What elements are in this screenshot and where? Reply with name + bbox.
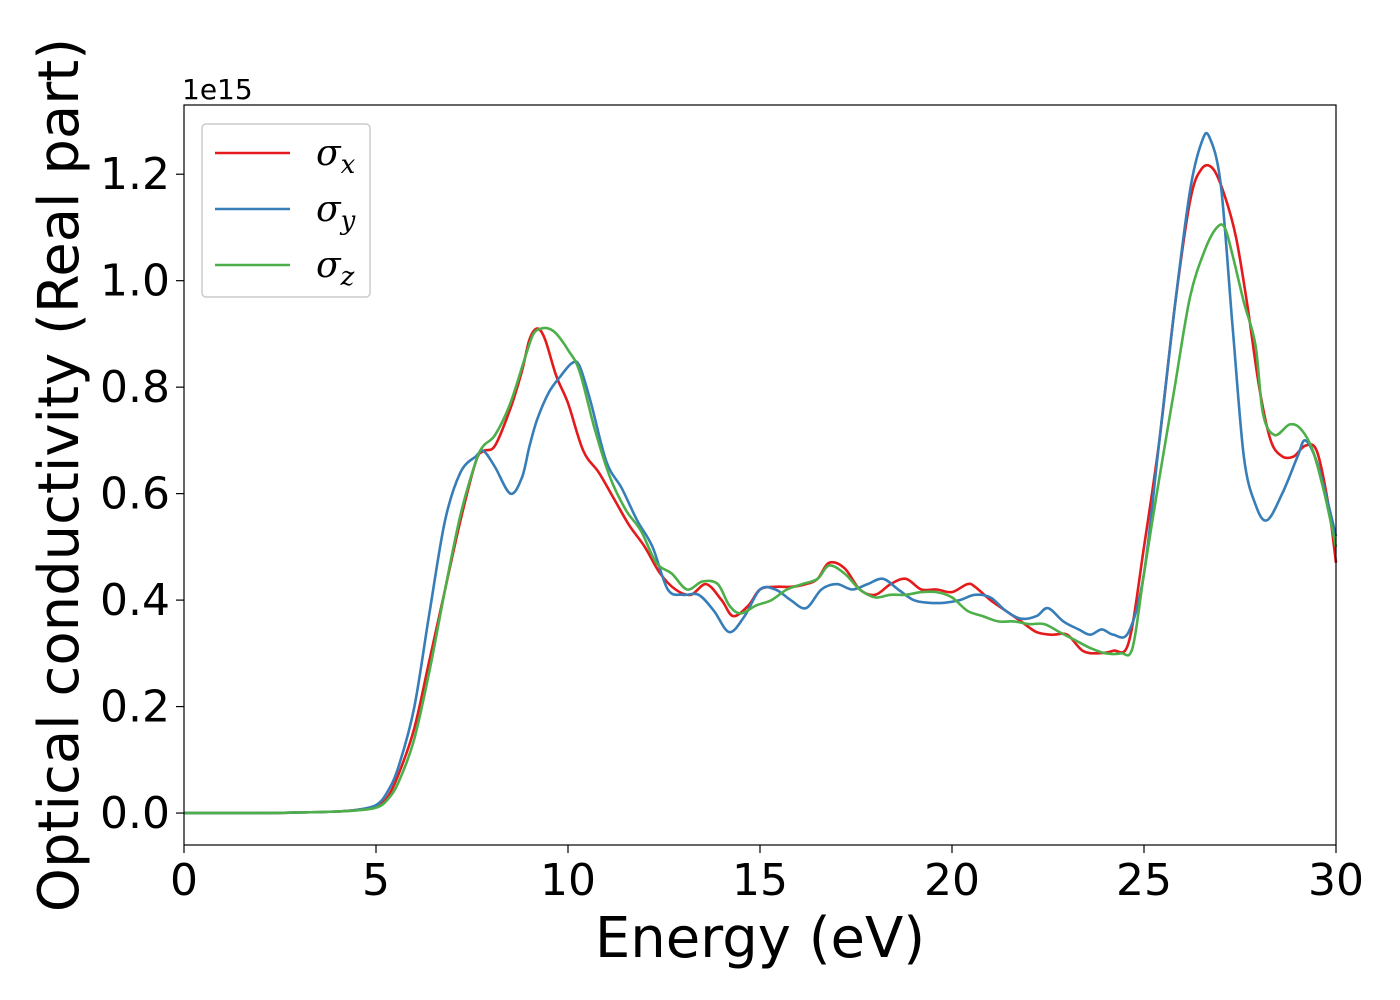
y-axis-label: Optical conductivity (Real part) [27,38,92,912]
series-line-z [184,223,1338,815]
x-tick-label: 15 [732,855,788,906]
x-axis-label: Energy (eV) [595,906,925,971]
x-tick-label: 0 [170,855,198,906]
y-tick-label: 1.0 [100,256,170,307]
x-axis: 0 5 10 15 20 25 30 [170,845,1364,906]
x-tick-label: 25 [1116,855,1172,906]
y-tick-label: 0.2 [100,682,170,733]
y-offset-label: 1e15 [182,73,253,106]
x-tick-label: 5 [362,855,390,906]
x-tick-label: 10 [540,855,596,906]
y-tick-label: 0.4 [100,575,170,626]
plot-lines [184,131,1338,815]
y-tick-label: 0.0 [100,788,170,839]
y-tick-label: 0.8 [100,362,170,413]
x-tick-label: 20 [924,855,980,906]
x-tick-label: 30 [1308,855,1364,906]
y-tick-label: 0.6 [100,469,170,520]
legend-frame [201,123,371,298]
y-tick-label: 1.2 [100,149,170,200]
y-axis: 0.0 0.2 0.4 0.6 0.8 1.0 1.2 [100,149,184,839]
